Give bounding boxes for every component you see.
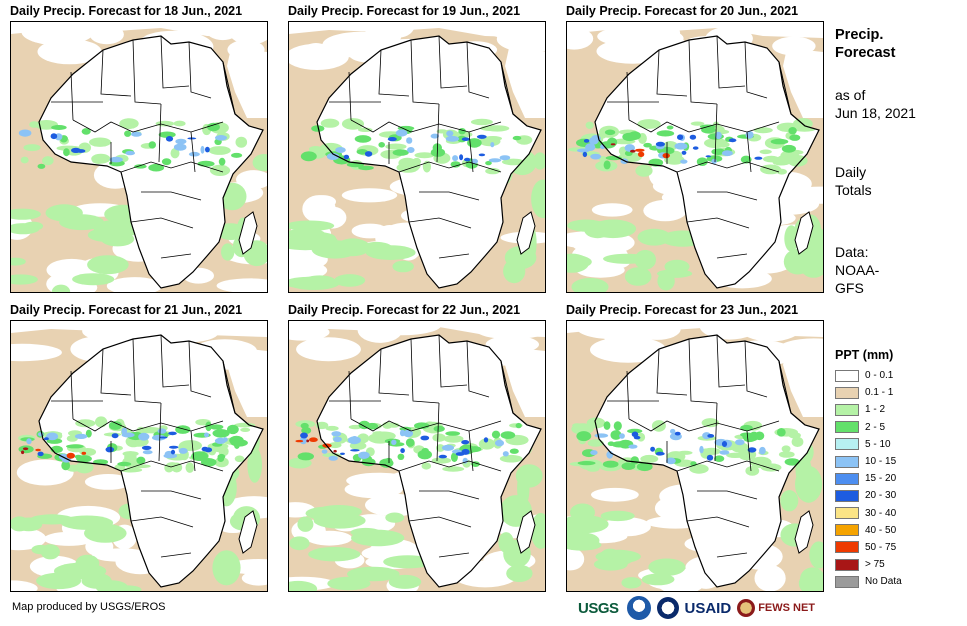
usaid-logo: USAID [684, 599, 732, 617]
legend-label: 50 - 75 [865, 541, 897, 553]
legend-label: 15 - 20 [865, 473, 897, 485]
legend-label: 2 - 5 [865, 421, 886, 433]
usaid-seal-icon [656, 597, 679, 619]
legend-swatch [835, 507, 859, 520]
legend-item: No Data [835, 573, 902, 590]
map-credit: Map produced by USGS/EROS [12, 601, 166, 613]
legend-label: 5 - 10 [865, 438, 891, 450]
fews-globe-icon [737, 599, 756, 617]
precip-map [288, 21, 546, 293]
legend-item: 0.1 - 1 [835, 384, 902, 401]
legend-item: 5 - 10 [835, 436, 902, 453]
side-heading-line2: Forecast [835, 45, 896, 61]
side-asof: as of Jun 18, 2021 [835, 86, 916, 122]
legend-label: 1 - 2 [865, 404, 886, 416]
legend-swatch [835, 369, 859, 382]
side-heading-line1: Precip. [835, 27, 884, 43]
legend-item: 30 - 40 [835, 505, 902, 522]
legend-item: 40 - 50 [835, 522, 902, 539]
legend-label: 30 - 40 [865, 507, 897, 519]
legend-label: > 75 [865, 559, 885, 571]
legend-swatch [835, 455, 859, 468]
panel-title: Daily Precip. Forecast for 18 Jun., 2021 [10, 4, 243, 18]
legend-swatch [835, 386, 859, 399]
ppt-legend: PPT (mm) 0 - 0.1 0.1 - 1 1 - 2 2 - 5 5 - 10 1… [835, 348, 902, 590]
panel-title: Daily Precip. Forecast for 20 Jun., 2021 [566, 4, 799, 18]
side-totals-line1: Daily [835, 164, 867, 180]
legend-swatch [835, 438, 859, 451]
noaa-logo-icon [626, 596, 651, 620]
legend-item: 50 - 75 [835, 539, 902, 556]
side-data-line3: GFS [835, 280, 864, 296]
legend-label: 40 - 50 [865, 524, 897, 536]
panel-title: Daily Precip. Forecast for 22 Jun., 2021 [288, 303, 521, 317]
side-data-source: Data: NOAA- GFS [835, 243, 879, 297]
side-totals: Daily Totals [835, 163, 872, 199]
precip-map [288, 320, 546, 592]
legend-item: 10 - 15 [835, 453, 902, 470]
side-totals-line2: Totals [835, 182, 872, 198]
legend-swatch [835, 421, 859, 434]
side-asof-line2: Jun 18, 2021 [835, 105, 916, 121]
side-heading: Precip. Forecast [835, 26, 895, 62]
precip-map [566, 320, 824, 592]
legend-swatch [835, 524, 859, 537]
legend-item: 20 - 30 [835, 487, 902, 504]
legend-label: No Data [865, 576, 902, 588]
legend-item: 0 - 0.1 [835, 367, 902, 384]
legend-swatch [835, 558, 859, 571]
legend-swatch [835, 489, 859, 502]
panel-title: Daily Precip. Forecast for 19 Jun., 2021 [288, 4, 521, 18]
legend-item: > 75 [835, 556, 902, 573]
panel-title: Daily Precip. Forecast for 21 Jun., 2021 [10, 303, 243, 317]
legend-label: 10 - 15 [865, 456, 897, 468]
legend-swatch [835, 403, 859, 416]
fews-net-logo: FEWS NET [758, 602, 816, 614]
side-asof-line1: as of [835, 87, 866, 103]
precip-map [566, 21, 824, 293]
legend-swatch [835, 472, 859, 485]
legend-item: 1 - 2 [835, 401, 902, 418]
legend-label: 0.1 - 1 [865, 387, 894, 399]
legend-swatch [835, 541, 859, 554]
legend-item: 2 - 5 [835, 419, 902, 436]
side-data-line2: NOAA- [835, 262, 880, 278]
legend-swatch [835, 575, 859, 588]
side-data-line1: Data: [835, 244, 869, 260]
agency-logos: USGS USAID FEWS NET [578, 594, 815, 622]
legend-title: PPT (mm) [835, 348, 894, 362]
legend-rows: 0 - 0.1 0.1 - 1 1 - 2 2 - 5 5 - 10 10 - 15 15 … [835, 367, 902, 590]
legend-label: 20 - 30 [865, 490, 897, 502]
precip-map [10, 320, 268, 592]
precip-map [10, 21, 268, 293]
legend-label: 0 - 0.1 [865, 370, 894, 382]
usgs-logo: USGS [578, 599, 619, 617]
panel-title: Daily Precip. Forecast for 23 Jun., 2021 [566, 303, 799, 317]
legend-item: 15 - 20 [835, 470, 902, 487]
